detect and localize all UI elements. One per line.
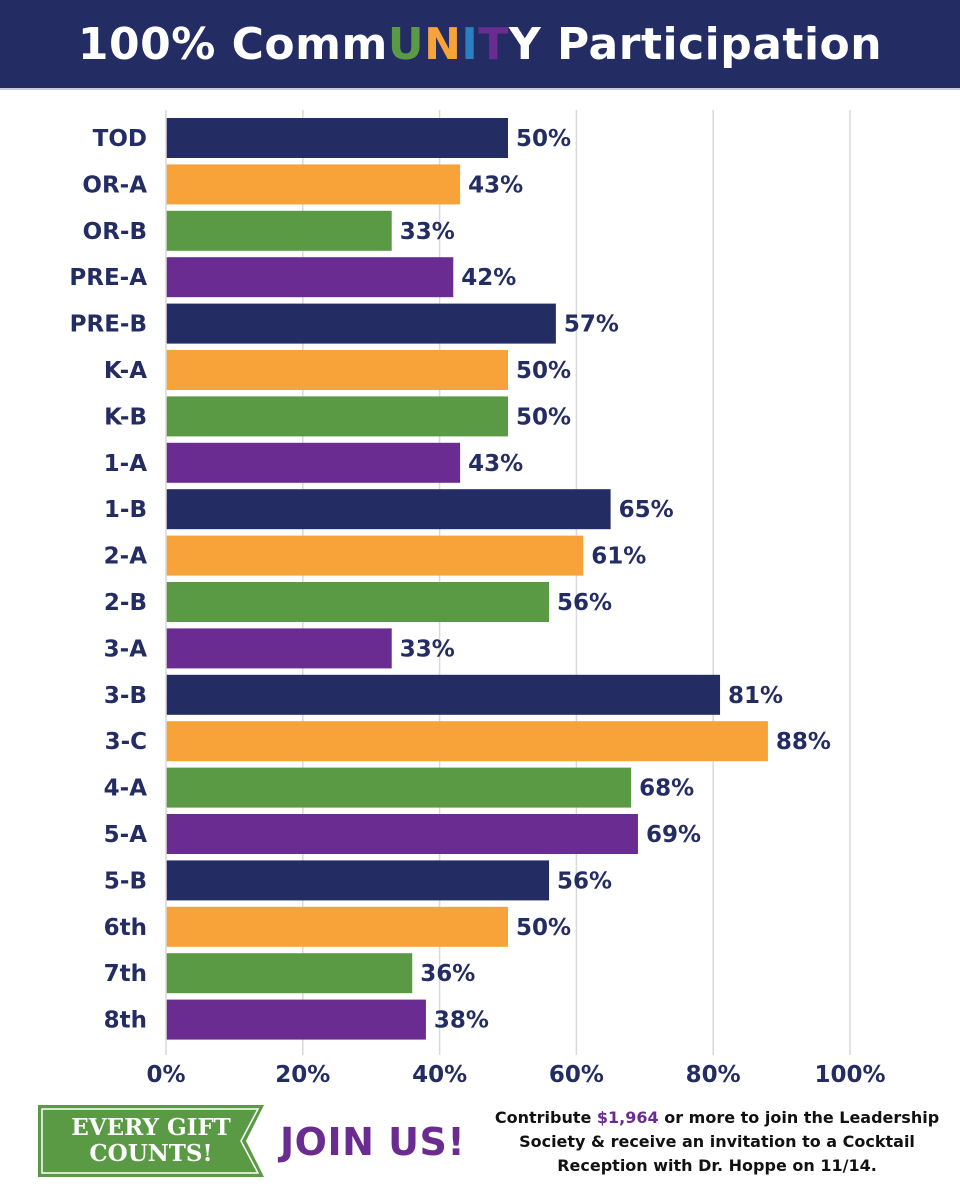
category-label: 5-B xyxy=(104,868,147,894)
participation-bar-chart: TOD 50% OR-A 43% OR-B 33% PRE-A 42% PRE-B 57% K-A 5… xyxy=(69,110,886,1088)
x-tick-label: 80% xyxy=(686,1062,741,1088)
category-label: 6th xyxy=(104,915,147,941)
header-banner: 100% CommUNITY Participation xyxy=(0,0,960,90)
bar xyxy=(166,582,550,622)
category-label: OR-A xyxy=(82,172,147,198)
bar xyxy=(166,999,426,1040)
category-label: 3-C xyxy=(105,729,147,755)
bar xyxy=(166,814,638,854)
title-letter-n: N xyxy=(424,18,462,70)
value-label: 81% xyxy=(728,683,783,709)
value-label: 43% xyxy=(468,451,523,477)
category-label: PRE-A xyxy=(69,265,147,291)
bar xyxy=(166,210,392,251)
category-label: 1-A xyxy=(104,451,148,477)
value-label: 65% xyxy=(619,497,674,523)
category-label: 5-A xyxy=(104,822,148,848)
category-label: PRE-B xyxy=(70,312,147,338)
bar xyxy=(166,628,392,669)
category-label: 8th xyxy=(104,1008,147,1034)
value-label: 42% xyxy=(461,265,516,291)
bar xyxy=(166,767,632,808)
bar xyxy=(166,535,584,576)
category-label: TOD xyxy=(93,126,147,152)
bar xyxy=(166,350,508,390)
x-tick-label: 20% xyxy=(275,1062,330,1088)
title-letter-u: U xyxy=(387,18,425,70)
value-label: 68% xyxy=(639,776,694,802)
leadership-society-note: Contribute $1,964 or more to join the Le… xyxy=(482,1106,952,1178)
value-label: 50% xyxy=(516,915,571,941)
bar xyxy=(166,164,461,205)
every-gift-counts-banner: EVERY GIFT COUNTS! xyxy=(38,1105,264,1177)
bar xyxy=(166,442,461,483)
category-label: 1-B xyxy=(104,497,147,523)
note-text-post: or more to join the Leadership Society &… xyxy=(519,1108,940,1175)
value-label: 61% xyxy=(591,544,646,570)
x-tick-label: 60% xyxy=(549,1062,604,1088)
category-label: 2-B xyxy=(104,590,147,616)
bar xyxy=(166,721,768,762)
category-label: OR-B xyxy=(83,219,147,245)
banner-line-2: COUNTS! xyxy=(89,1140,213,1167)
value-label: 33% xyxy=(400,636,455,662)
title-letter-t: T xyxy=(478,18,509,70)
x-tick-label: 0% xyxy=(146,1062,185,1088)
category-label: 3-B xyxy=(104,683,147,709)
bar xyxy=(166,860,550,901)
value-label: 88% xyxy=(776,729,831,755)
value-label: 57% xyxy=(564,312,619,338)
join-us-heading: JOIN US! xyxy=(280,1120,466,1164)
bar xyxy=(166,674,721,715)
banner-line-1: EVERY GIFT xyxy=(71,1114,231,1141)
page-title: 100% CommUNITY Participation xyxy=(78,19,882,70)
category-label: 7th xyxy=(104,961,147,987)
banner-ribbon-shape xyxy=(38,1105,264,1177)
bar xyxy=(166,906,508,947)
value-label: 43% xyxy=(468,172,523,198)
category-label: 2-A xyxy=(104,544,148,570)
bar xyxy=(166,489,611,530)
category-label: K-A xyxy=(104,358,147,384)
title-letter-i: I xyxy=(461,18,479,70)
bar xyxy=(166,396,508,437)
value-label: 33% xyxy=(400,219,455,245)
bar xyxy=(166,257,454,298)
footer: EVERY GIFT COUNTS! JOIN US! Contribute $… xyxy=(0,1090,960,1200)
title-part: 100% Comm xyxy=(77,18,388,70)
value-label: 50% xyxy=(516,404,571,430)
value-label: 56% xyxy=(557,868,612,894)
value-label: 50% xyxy=(516,126,571,152)
value-label: 69% xyxy=(646,822,701,848)
value-label: 56% xyxy=(557,590,612,616)
bar xyxy=(166,118,508,158)
contribution-amount: $1,964 xyxy=(596,1108,659,1127)
bar xyxy=(166,953,413,994)
title-part: Y Participation xyxy=(508,18,883,70)
bar xyxy=(166,303,556,344)
x-tick-label: 40% xyxy=(412,1062,467,1088)
value-label: 36% xyxy=(420,961,475,987)
x-tick-label: 100% xyxy=(814,1062,885,1088)
category-label: K-B xyxy=(104,404,147,430)
note-text-pre: Contribute xyxy=(494,1108,597,1127)
category-label: 4-A xyxy=(104,776,148,802)
value-label: 50% xyxy=(516,358,571,384)
category-label: 3-A xyxy=(104,636,148,662)
value-label: 38% xyxy=(434,1008,489,1034)
